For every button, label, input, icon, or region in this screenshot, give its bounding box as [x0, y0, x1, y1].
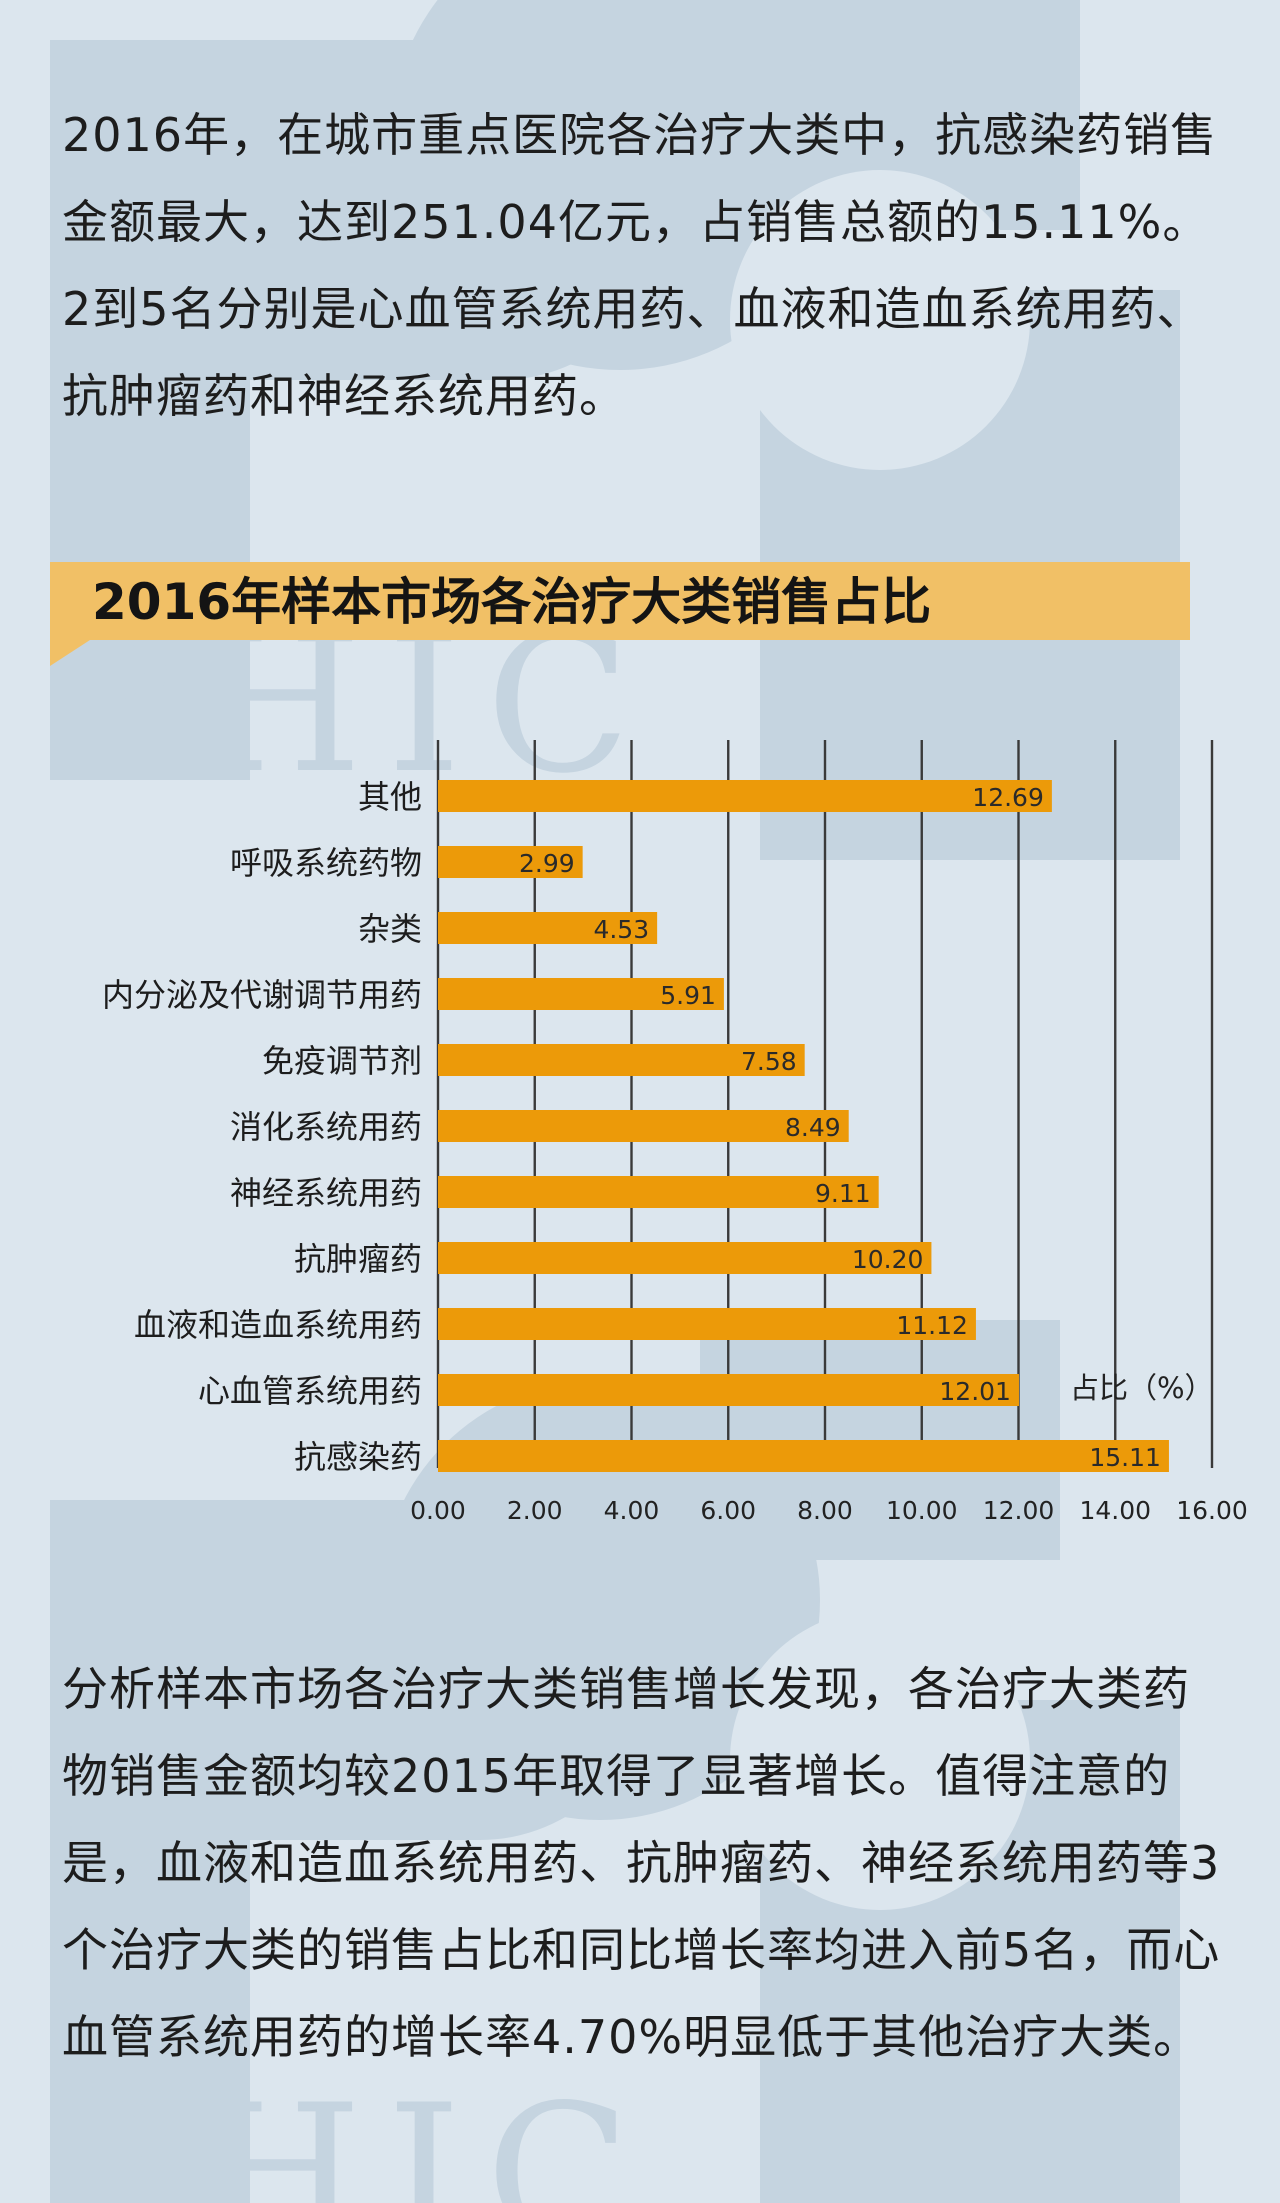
x-tick-label: 14.00	[1079, 1496, 1151, 1525]
bars	[438, 780, 1169, 1472]
category-label: 消化系统用药	[230, 1108, 422, 1146]
bar	[438, 1110, 849, 1142]
bar	[438, 1176, 879, 1208]
x-axis-unit-label: 占比（%）	[1070, 1371, 1214, 1405]
value-labels: 12.69 2.99 4.53 5.91 7.58 8.49 9.11 10.20 11.12 1…	[519, 783, 1161, 1472]
x-tick-label: 4.00	[604, 1496, 660, 1525]
bar	[438, 912, 658, 944]
category-label: 呼吸系统药物	[230, 844, 422, 882]
x-tick-label: 10.00	[886, 1496, 958, 1525]
watermark-text-bottom: PHIC	[45, 2064, 655, 2203]
value-label: 15.11	[1089, 1443, 1161, 1472]
x-tick-label: 16.00	[1176, 1496, 1248, 1525]
category-labels: 其他呼吸系统药物杂类内分泌及代谢调节用药免疫调节剂消化系统用药神经系统用药抗肿瘤…	[102, 778, 422, 1476]
value-label: 2.99	[519, 849, 575, 878]
category-label: 抗肿瘤药	[294, 1240, 422, 1278]
x-tick-label: 2.00	[507, 1496, 563, 1525]
category-label: 神经系统用药	[230, 1174, 422, 1212]
bar	[438, 1242, 932, 1274]
bar	[438, 846, 583, 878]
category-label: 内分泌及代谢调节用药	[102, 976, 422, 1014]
bar	[438, 1440, 1169, 1472]
x-tick-label: 8.00	[797, 1496, 853, 1525]
chart-title: 2016年样本市场各治疗大类销售占比	[92, 573, 932, 631]
value-label: 10.20	[852, 1245, 924, 1274]
value-label: 8.49	[785, 1113, 841, 1142]
bar	[438, 780, 1052, 812]
category-label: 杂类	[358, 910, 422, 948]
bar	[438, 1044, 805, 1076]
value-label: 7.58	[741, 1047, 797, 1076]
value-label: 12.01	[939, 1377, 1011, 1406]
value-label: 9.11	[815, 1179, 871, 1208]
value-label: 4.53	[593, 915, 649, 944]
bar	[438, 1374, 1019, 1406]
x-tick-label: 12.00	[983, 1496, 1055, 1525]
bar	[438, 1308, 976, 1340]
value-label: 12.69	[972, 783, 1044, 812]
value-label: 5.91	[660, 981, 716, 1010]
analysis-paragraph: 分析样本市场各治疗大类销售增长发现，各治疗大类药物销售金额均较2015年取得了显…	[62, 1662, 1221, 2064]
value-label: 11.12	[896, 1311, 968, 1340]
category-label: 免疫调节剂	[262, 1042, 422, 1080]
x-tick-label: 6.00	[700, 1496, 756, 1525]
x-tick-labels: 0.00 2.00 4.00 6.00 8.00 10.00 12.00 14.00 16.00	[410, 1496, 1248, 1525]
x-tick-label: 0.00	[410, 1496, 466, 1525]
chart-title-banner: 2016年样本市场各治疗大类销售占比	[50, 554, 1190, 666]
category-label: 其他	[358, 778, 422, 816]
category-label: 血液和造血系统用药	[134, 1306, 422, 1344]
category-label: 心血管系统用药	[198, 1372, 422, 1410]
banner-shape	[50, 562, 1190, 666]
bar	[438, 978, 724, 1010]
bar-chart: 其他呼吸系统药物杂类内分泌及代谢调节用药免疫调节剂消化系统用药神经系统用药抗肿瘤…	[102, 740, 1248, 1525]
intro-paragraph: 2016年，在城市重点医院各治疗大类中，抗感染药销售金额最大，达到251.04亿…	[62, 108, 1218, 423]
category-label: 抗感染药	[294, 1438, 422, 1476]
